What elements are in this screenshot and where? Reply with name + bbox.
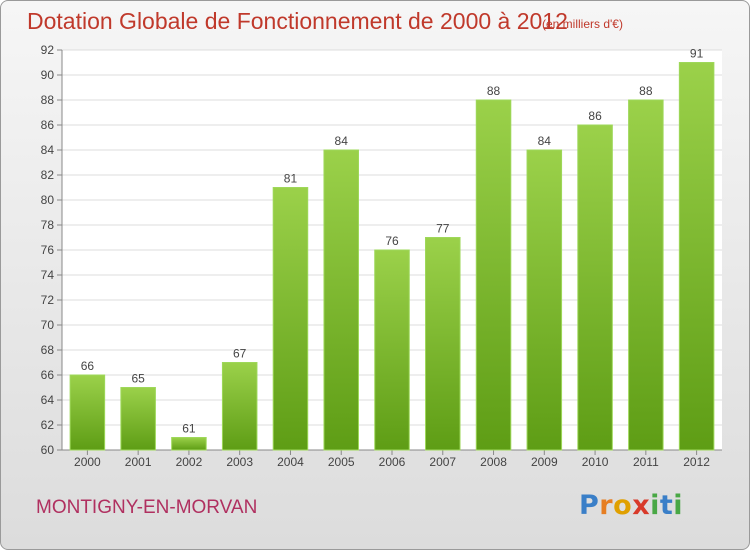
commune-name: MONTIGNY-EN-MORVAN — [36, 497, 258, 518]
data-label-2004: 81 — [284, 172, 298, 186]
x-tick-label-2002: 2002 — [176, 455, 203, 469]
bar-2007 — [425, 237, 461, 451]
bars — [69, 62, 715, 451]
data-labels: 66 65 61 67 81 84 76 77 88 84 86 88 91 — [81, 47, 704, 436]
data-label-2006: 76 — [385, 234, 399, 248]
data-label-2005: 84 — [335, 134, 349, 148]
y-tick-label: 86 — [41, 118, 55, 132]
x-tick-label-2008: 2008 — [480, 455, 507, 469]
bar-2006 — [374, 249, 410, 451]
data-label-2009: 84 — [538, 134, 552, 148]
axes: 60 62 64 66 68 70 72 74 76 78 80 82 84 86 88 90 92 2000 20… — [41, 43, 722, 469]
y-tick-label: 70 — [41, 318, 55, 332]
y-tick-label: 82 — [41, 168, 55, 182]
bar-2001 — [120, 387, 156, 451]
bar-2009 — [526, 149, 563, 451]
y-tick-label: 64 — [41, 393, 55, 407]
y-tick-label: 68 — [41, 343, 55, 357]
bar-2010 — [577, 124, 613, 451]
y-tick-label: 80 — [41, 193, 55, 207]
data-label-2001: 65 — [131, 372, 145, 386]
bar-2005 — [323, 149, 359, 451]
y-tick-label: 74 — [41, 268, 55, 282]
bar-2002 — [171, 437, 207, 451]
y-tick-label: 84 — [41, 143, 55, 157]
y-tick-label: 60 — [41, 443, 55, 457]
bar-2000 — [69, 374, 106, 451]
data-label-2000: 66 — [81, 359, 95, 373]
x-tick-label-2009: 2009 — [531, 455, 558, 469]
data-label-2003: 67 — [233, 347, 247, 361]
x-tick-label-2010: 2010 — [582, 455, 609, 469]
y-tick-label: 76 — [41, 243, 55, 257]
chart-subtitle: (en milliers d'€) — [542, 17, 623, 31]
bar-2011 — [628, 99, 664, 451]
x-tick-label-2011: 2011 — [633, 455, 659, 469]
y-tick-label: 78 — [41, 218, 55, 232]
x-tick-label-2005: 2005 — [328, 455, 355, 469]
x-tick-label-2007: 2007 — [429, 455, 456, 469]
data-label-2007: 77 — [436, 222, 450, 236]
x-tick-label-2003: 2003 — [226, 455, 253, 469]
x-tick-label-2004: 2004 — [277, 455, 304, 469]
y-tick-label: 92 — [41, 43, 55, 57]
x-tick-label-2006: 2006 — [379, 455, 406, 469]
x-tick-label-2000: 2000 — [74, 455, 101, 469]
data-label-2010: 86 — [588, 109, 602, 123]
y-tick-label: 88 — [41, 93, 55, 107]
bar-2003 — [221, 362, 258, 451]
x-tick-label-2001: 2001 — [125, 455, 152, 469]
y-tick-label: 90 — [41, 68, 55, 82]
data-label-2002: 61 — [182, 422, 196, 436]
x-tick-label-2012: 2012 — [683, 455, 710, 469]
data-label-2008: 88 — [487, 84, 501, 98]
y-tick-label: 62 — [41, 418, 55, 432]
bar-2004 — [272, 187, 309, 451]
bar-2012 — [678, 62, 715, 451]
chart-title: Dotation Globale de Fonctionnement de 20… — [27, 8, 568, 34]
y-tick-label: 66 — [41, 368, 55, 382]
bar-2008 — [475, 99, 512, 451]
data-label-2012: 91 — [690, 47, 704, 61]
y-tick-label: 72 — [41, 293, 55, 307]
proxiti-logo: Proxiti — [579, 490, 684, 521]
data-label-2011: 88 — [639, 84, 653, 98]
